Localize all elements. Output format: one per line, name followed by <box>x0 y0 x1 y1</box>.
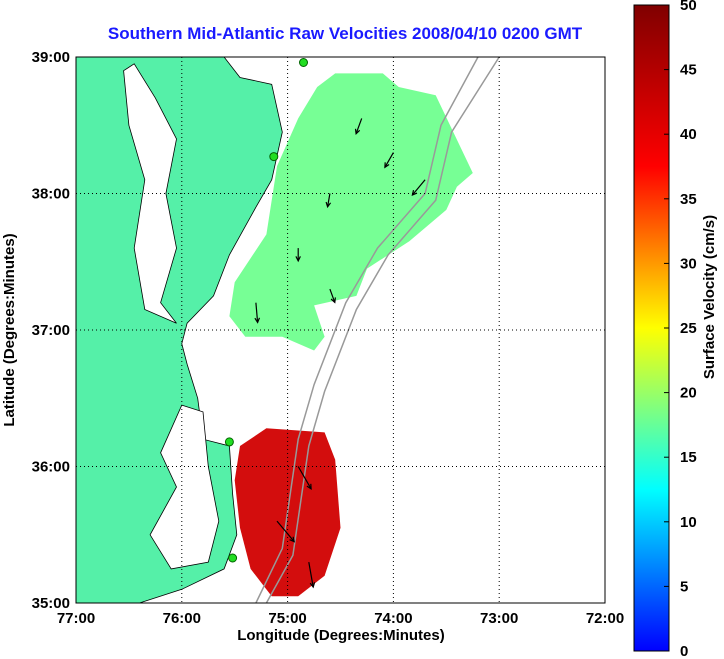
chesapeake-bay <box>123 63 177 324</box>
x-tick-label: 76:00 <box>163 610 201 627</box>
velocity-vector-head <box>411 189 418 196</box>
x-axis-label: Longitude (Degrees:Minutes) <box>237 627 445 644</box>
x-axis-ticks: 77:00 76:00 75:00 74:00 73:00 72:00 <box>57 610 624 627</box>
depth-contour-1 <box>265 56 500 604</box>
y-tick-label: 35:00 <box>32 595 70 612</box>
pamlico-sound <box>149 404 220 570</box>
depth-contour-0 <box>255 56 479 604</box>
velocity-vector-head <box>306 483 312 490</box>
velocity-vector <box>255 302 259 323</box>
x-tick-label: 77:00 <box>57 610 95 627</box>
chart-title: Southern Mid-Atlantic Raw Velocities 200… <box>108 24 583 43</box>
plot-frame <box>75 56 606 604</box>
y-axis-ticks: 35:00 36:00 37:00 38:00 39:00 <box>32 49 70 612</box>
velocity-region-0 <box>229 73 473 351</box>
velocity-vector-head <box>295 256 301 263</box>
land-masses <box>75 56 283 604</box>
radar-stations <box>224 58 308 563</box>
x-tick-label: 73:00 <box>480 610 518 627</box>
velocity-vector <box>384 152 394 168</box>
x-tick-label: 75:00 <box>268 610 306 627</box>
y-tick-label: 37:00 <box>32 322 70 339</box>
colorbar-tick-label: 15 <box>680 449 697 466</box>
colorbar-tick-label: 40 <box>680 126 697 143</box>
velocity-vector-head <box>325 201 332 209</box>
colorbar-tick-label: 25 <box>680 320 697 337</box>
colorbar-tick-label: 45 <box>680 62 697 79</box>
velocity-vector <box>329 288 336 303</box>
coastline-land <box>75 56 283 604</box>
colorbar-label: Surface Velocity (cm/s) <box>701 215 718 379</box>
velocity-vector-head <box>309 582 316 589</box>
plot-area <box>75 56 606 604</box>
bathymetry-contours <box>255 56 500 604</box>
velocity-vector <box>297 466 312 490</box>
colorbar-tick-label: 50 <box>680 0 697 14</box>
colorbar: 0 5 10 15 20 25 30 35 40 45 50 Surface Velocity (c… <box>633 0 718 659</box>
colorbar-ticks: 0 5 10 15 20 25 30 35 40 45 50 <box>664 0 697 659</box>
y-tick-label: 38:00 <box>32 186 70 203</box>
colorbar-tick-label: 10 <box>680 514 697 531</box>
colorbar-tick-label: 0 <box>680 643 688 659</box>
colorbar-tick-label: 20 <box>680 385 697 402</box>
velocity-vector-head <box>384 162 390 169</box>
y-tick-label: 36:00 <box>32 459 70 476</box>
y-axis-label: Latitude (Degrees:Minutes) <box>1 233 18 426</box>
velocity-vector <box>355 118 363 134</box>
colorbar-gradient <box>633 4 670 652</box>
x-tick-label: 74:00 <box>374 610 412 627</box>
velocity-vector <box>308 561 314 588</box>
radar-station-marker <box>299 58 308 67</box>
radar-station-marker <box>224 437 234 447</box>
velocity-vector-head <box>354 128 361 135</box>
velocity-vector <box>327 193 331 207</box>
colorbar-tick-label: 5 <box>680 578 688 595</box>
velocity-vector-head <box>254 317 261 324</box>
colorbar-tick-label: 35 <box>680 191 697 208</box>
velocity-vector-head <box>289 536 296 543</box>
velocity-vector-head <box>330 297 336 304</box>
velocity-vector <box>411 179 426 196</box>
x-tick-label: 72:00 <box>586 610 624 627</box>
radar-station-marker <box>228 553 238 563</box>
colorbar-tick-label: 30 <box>680 255 697 272</box>
y-tick-label: 39:00 <box>32 49 70 66</box>
velocity-vector <box>276 520 295 542</box>
radar-station-marker <box>269 152 279 162</box>
velocity-vectors <box>254 118 426 589</box>
